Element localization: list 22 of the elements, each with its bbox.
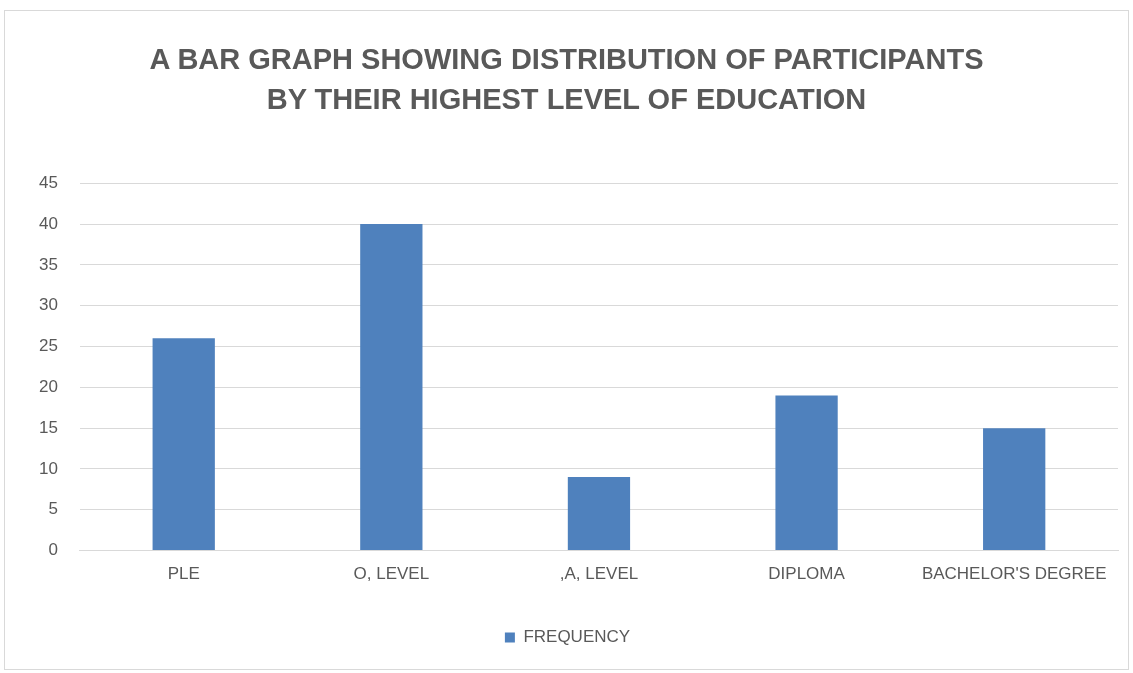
y-tick-label: 40 xyxy=(38,213,58,233)
bar xyxy=(983,428,1046,551)
bar xyxy=(567,477,631,551)
bar xyxy=(152,338,215,551)
y-tick-label: 5 xyxy=(48,499,58,519)
y-tick-label: 35 xyxy=(38,254,58,274)
x-tick-label: O, LEVEL xyxy=(353,564,430,584)
y-tick-label: 10 xyxy=(38,458,58,478)
x-tick-label: DIPLOMA xyxy=(768,564,846,584)
y-tick-label: 20 xyxy=(38,377,58,396)
x-tick-label: BACHELOR'S DEGREE xyxy=(921,564,1107,584)
y-tick-label: 30 xyxy=(38,295,58,315)
bar xyxy=(360,224,423,551)
bar xyxy=(775,395,838,551)
x-tick-label: PLE xyxy=(167,564,200,584)
x-tick-label: ,A, LEVEL xyxy=(559,564,639,584)
y-tick-label: 25 xyxy=(38,336,58,356)
y-tick-label: 45 xyxy=(38,172,58,192)
chart-title: A BAR GRAPH SHOWING DISTRIBUTION OF PARTICIPANTS BY THEIR HIGHEST LEVEL OF EDUCATION xyxy=(148,42,985,117)
legend-label: FREQUENCY xyxy=(523,627,631,647)
y-tick-label: 0 xyxy=(48,540,58,560)
y-tick-label: 15 xyxy=(38,417,58,437)
